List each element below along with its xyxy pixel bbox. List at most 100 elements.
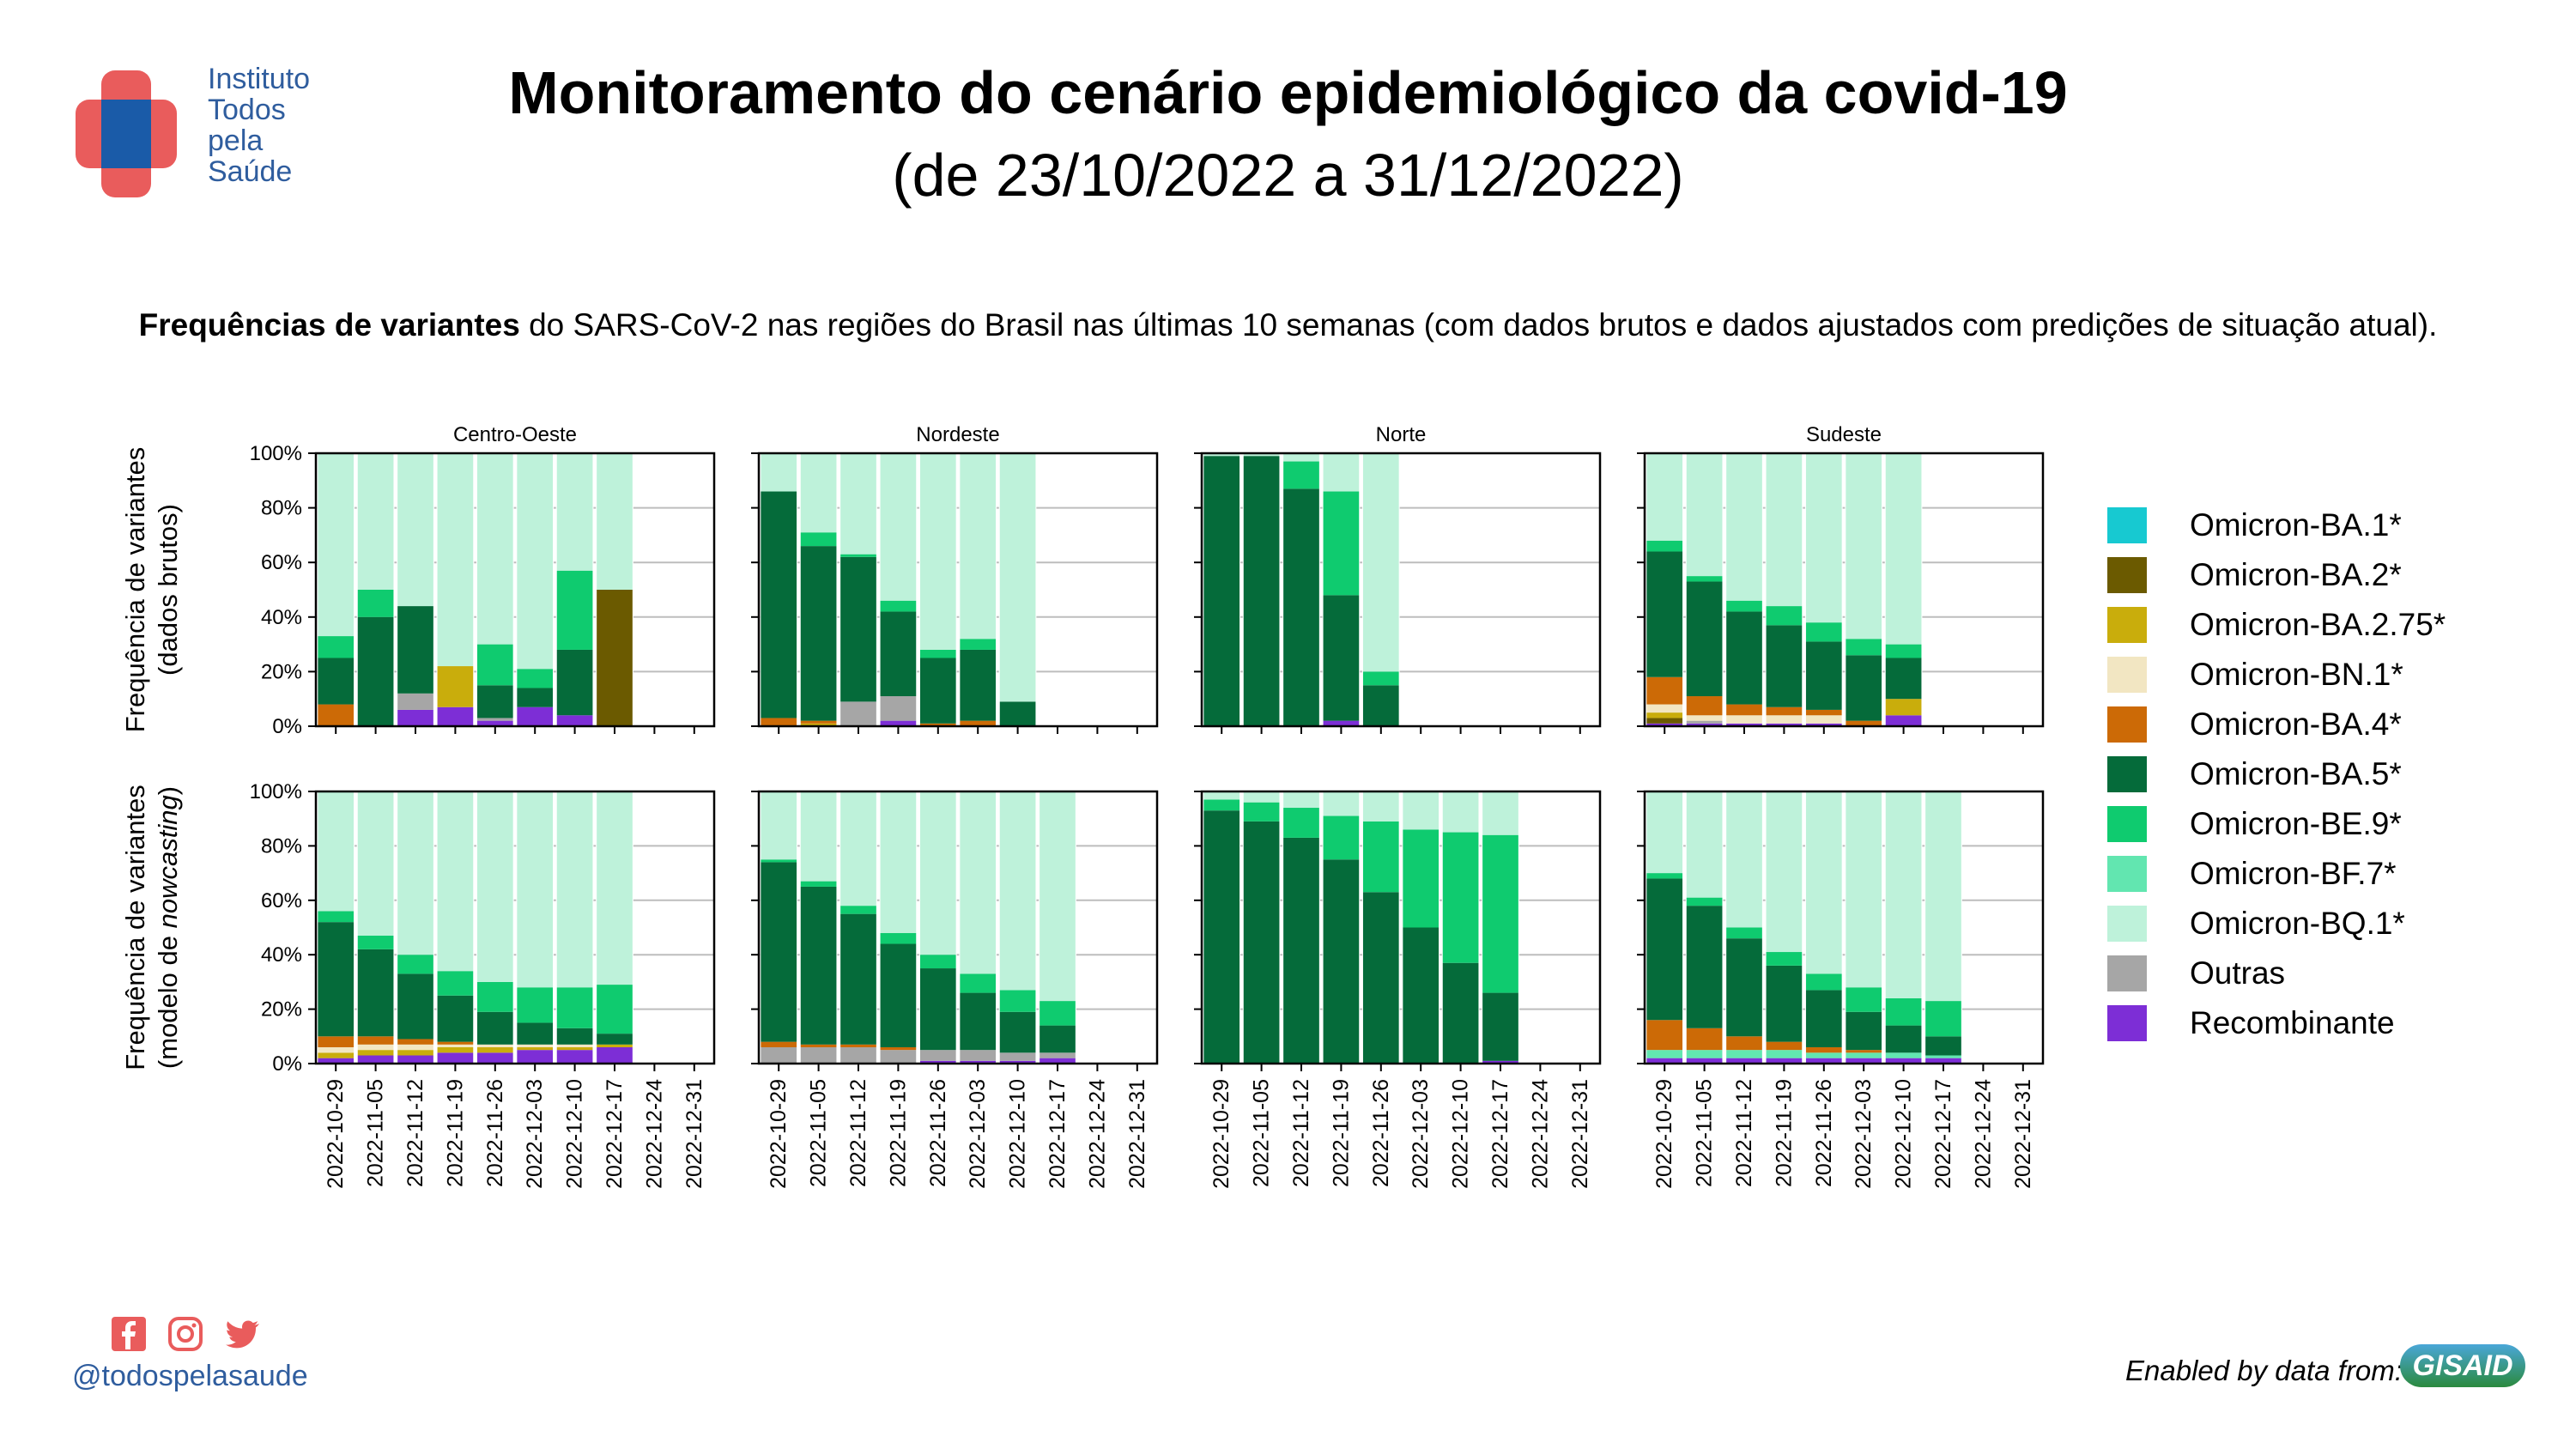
bar-segment bbox=[999, 1060, 1036, 1064]
x-tick-label: 2022-10-29 bbox=[324, 1079, 348, 1189]
panel-frame bbox=[1200, 452, 1602, 728]
bar-segment bbox=[839, 556, 877, 702]
bar-segment bbox=[1805, 709, 1843, 716]
social-handle[interactable]: @todospelasaude bbox=[72, 1360, 308, 1392]
bar-segment bbox=[800, 881, 837, 887]
bar-segment bbox=[596, 791, 633, 985]
bar-segment bbox=[1766, 715, 1803, 724]
bar-segment bbox=[999, 1052, 1036, 1061]
bar-segment bbox=[516, 706, 554, 726]
bar-segment bbox=[476, 1011, 514, 1045]
legend-swatch bbox=[2107, 557, 2147, 593]
bar-segment bbox=[476, 644, 514, 686]
bar-segment bbox=[556, 791, 593, 988]
bar-segment bbox=[1766, 723, 1803, 726]
bar-segment bbox=[1243, 821, 1280, 1064]
legend-item: Omicron-BA.4* bbox=[2107, 700, 2446, 749]
bar-segment bbox=[1885, 658, 1922, 700]
bar-segment bbox=[1766, 1058, 1803, 1064]
bar-segment bbox=[476, 685, 514, 718]
bar-segment bbox=[919, 1050, 957, 1061]
logo-line: Saúde bbox=[208, 155, 293, 188]
logo-icon bbox=[76, 70, 177, 197]
panel-frame bbox=[314, 452, 716, 728]
x-tick-label: 2022-12-31 bbox=[1125, 1079, 1149, 1189]
legend-item: Omicron-BQ.1* bbox=[2107, 899, 2446, 949]
x-tick-label: 2022-12-31 bbox=[682, 1079, 706, 1189]
bar-segment bbox=[1323, 595, 1360, 721]
bar-segment bbox=[1885, 715, 1922, 726]
bar-segment bbox=[800, 886, 837, 1045]
x-tick-label: 2022-11-19 bbox=[1329, 1079, 1353, 1187]
bar-segment bbox=[1243, 802, 1280, 822]
panel-frame bbox=[757, 790, 1159, 1065]
bar-segment bbox=[1725, 723, 1763, 726]
y-tick-label: 20% bbox=[261, 660, 302, 683]
bar-segment bbox=[1243, 456, 1280, 726]
region-title: Norte bbox=[1376, 423, 1427, 446]
bar-segment bbox=[959, 453, 997, 640]
legend-label: Omicron-BA.2* bbox=[2190, 557, 2402, 592]
facebook-icon[interactable] bbox=[110, 1315, 148, 1353]
legend-swatch bbox=[2107, 607, 2147, 643]
bar-segment bbox=[437, 995, 474, 1042]
bar-segment bbox=[1766, 1041, 1803, 1051]
bar-segment bbox=[1686, 1050, 1723, 1058]
bar-segment bbox=[800, 532, 837, 547]
bar-segment bbox=[1686, 715, 1723, 721]
bar-segment bbox=[760, 859, 797, 863]
gisaid-logo: GISAID bbox=[2400, 1344, 2525, 1387]
x-tick-label: 2022-12-24 bbox=[642, 1079, 666, 1189]
x-tick-label: 2022-11-12 bbox=[403, 1079, 427, 1187]
legend-item: Omicron-BN.1* bbox=[2107, 650, 2446, 700]
description-bold: Frequências de variantes bbox=[138, 307, 520, 343]
bar-segment bbox=[1725, 938, 1763, 1037]
bar-segment bbox=[437, 791, 474, 972]
bar-segment bbox=[1805, 641, 1843, 710]
bar-segment bbox=[516, 987, 554, 1023]
bar-segment bbox=[1885, 453, 1922, 645]
legend-swatch bbox=[2107, 756, 2147, 792]
region-title: Centro-Oeste bbox=[453, 423, 577, 446]
legend-item: Omicron-BA.2* bbox=[2107, 550, 2446, 600]
bar-segment bbox=[397, 1050, 434, 1056]
bar-segment bbox=[1766, 965, 1803, 1042]
bar-segment bbox=[516, 791, 554, 988]
bar-segment bbox=[1282, 837, 1320, 1064]
bar-segment bbox=[1805, 973, 1843, 991]
bar-segment bbox=[357, 453, 394, 590]
bar-segment bbox=[880, 600, 917, 612]
legend-label: Omicron-BA.1* bbox=[2190, 507, 2402, 543]
bar-segment bbox=[556, 1046, 593, 1051]
x-tick-label: 2022-12-17 bbox=[1046, 1079, 1070, 1189]
bar-segment bbox=[357, 949, 394, 1037]
bar-segment bbox=[357, 1055, 394, 1064]
bar-segment bbox=[317, 922, 355, 1037]
y-tick-label: 20% bbox=[261, 998, 302, 1022]
bar-segment bbox=[880, 453, 917, 601]
x-tick-label: 2022-12-10 bbox=[1449, 1079, 1473, 1189]
description-rest: do SARS-CoV-2 nas regiões do Brasil nas … bbox=[519, 307, 2438, 343]
bar-segment bbox=[397, 1039, 434, 1045]
bar-segment bbox=[1805, 723, 1843, 726]
x-tick-label: 2022-11-05 bbox=[807, 1079, 831, 1187]
bar-segment bbox=[959, 639, 997, 650]
x-tick-label: 2022-12-03 bbox=[966, 1079, 990, 1189]
bar-segment bbox=[1885, 1052, 1922, 1058]
bar-segment bbox=[1442, 962, 1479, 1064]
region-title: Nordeste bbox=[916, 423, 999, 446]
x-tick-label: 2022-11-12 bbox=[846, 1079, 870, 1187]
bar-segment bbox=[1362, 821, 1400, 893]
bar-segment bbox=[880, 611, 917, 697]
legend-label: Omicron-BA.4* bbox=[2190, 706, 2402, 742]
instagram-icon[interactable] bbox=[167, 1315, 204, 1353]
bar-segment bbox=[317, 1036, 355, 1047]
bar-segment bbox=[1203, 791, 1240, 800]
bar-segment bbox=[556, 1028, 593, 1045]
bar-segment bbox=[1766, 952, 1803, 966]
bar-segment bbox=[919, 453, 957, 650]
bar-segment bbox=[437, 1041, 474, 1045]
twitter-icon[interactable] bbox=[223, 1315, 261, 1353]
bar-segment bbox=[839, 906, 877, 914]
bar-segment bbox=[1402, 791, 1440, 830]
